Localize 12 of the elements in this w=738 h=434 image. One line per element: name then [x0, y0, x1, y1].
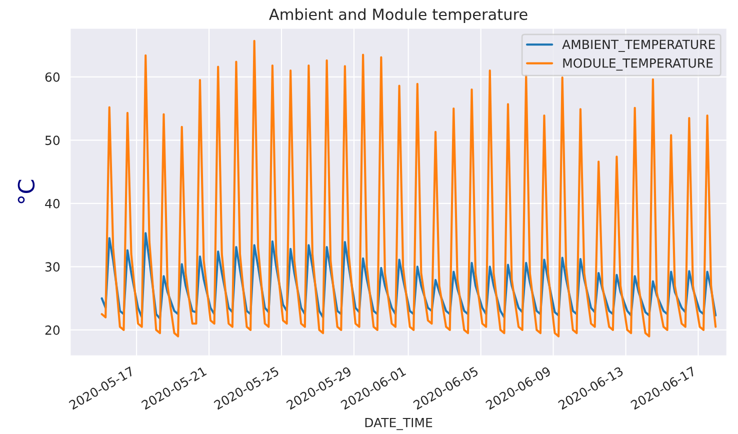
line-series	[100, 40, 717, 338]
y-tick-label: 30	[45, 262, 60, 272]
line-series	[100, 232, 717, 320]
legend-label: AMBIENT_TEMPERATURE	[562, 40, 715, 52]
y-tick-label: 60	[45, 72, 60, 82]
x-axis-title: DATE_TIME	[365, 418, 432, 430]
y-tick-label: 20	[45, 325, 60, 335]
chart-title: Ambient and Module temperature	[269, 8, 528, 24]
legend-label: MODULE_TEMPERATURE	[563, 58, 713, 71]
y-tick-label: 50	[45, 136, 60, 146]
y-tick-label: 40	[45, 198, 60, 208]
y-axis-title: °C	[18, 180, 35, 204]
